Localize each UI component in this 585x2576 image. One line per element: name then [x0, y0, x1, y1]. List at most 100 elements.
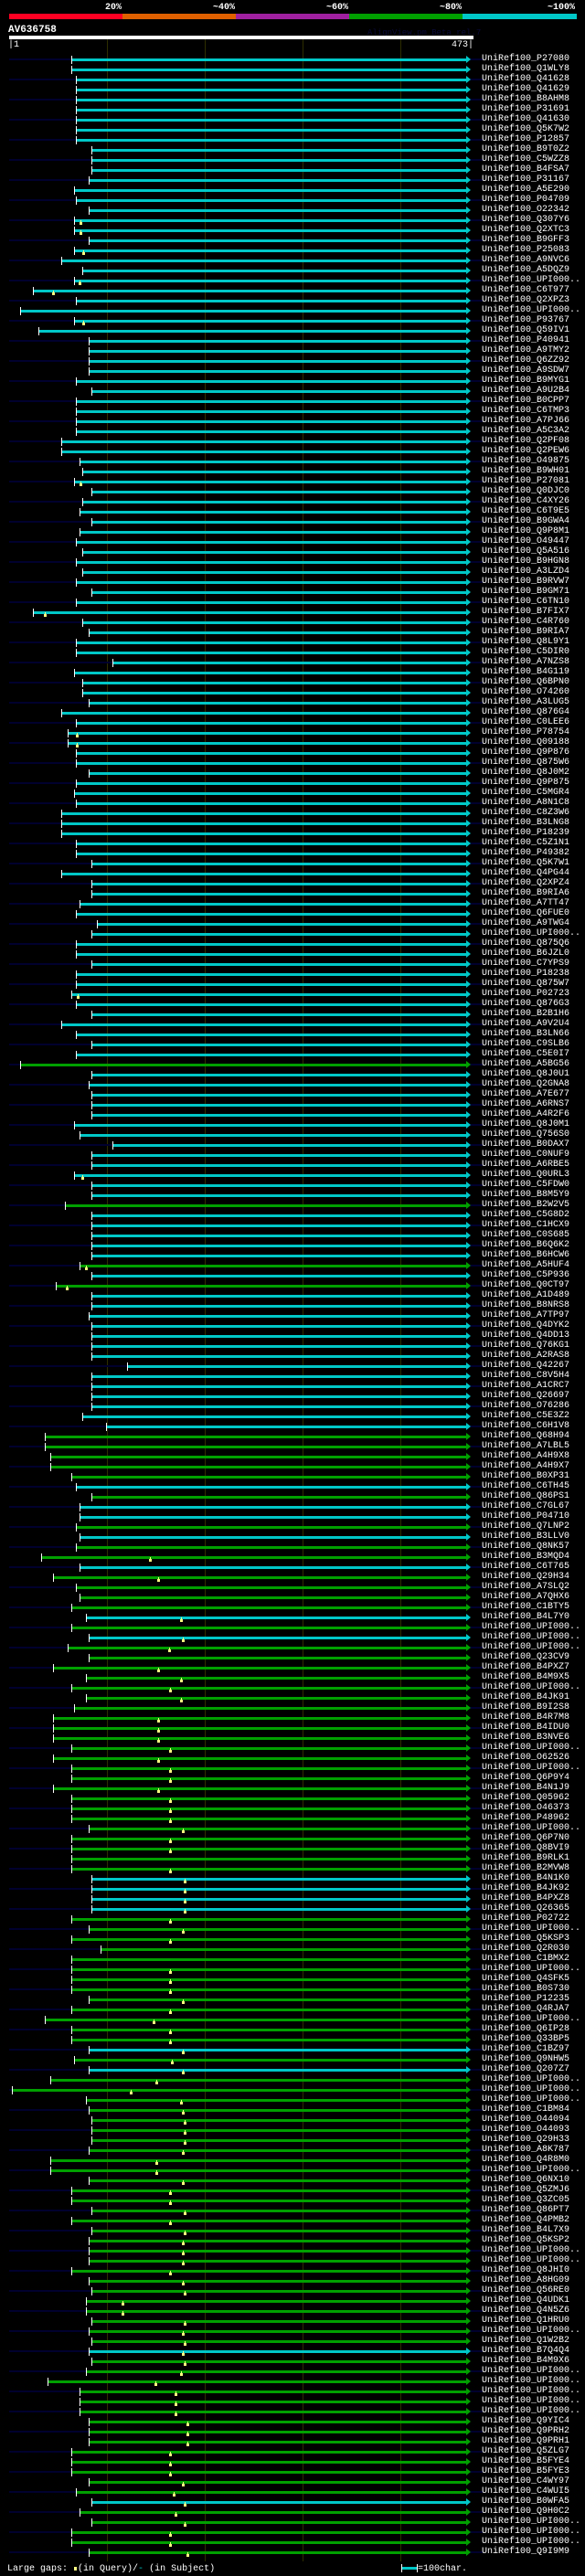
alignment-bar[interactable]	[75, 913, 466, 916]
hit-row[interactable]: UniRef100_P31167	[0, 175, 585, 186]
alignment-bar[interactable]	[70, 1988, 466, 1991]
hit-label[interactable]: UniRef100_C8V5H4	[482, 1371, 570, 1381]
hit-row[interactable]: UniRef100_C0LEE6	[0, 717, 585, 728]
hit-label[interactable]: UniRef100_B4M9X6	[482, 2356, 570, 2366]
hit-row[interactable]: UniRef100_B4M9X6	[0, 2356, 585, 2367]
alignment-bar[interactable]	[91, 1325, 466, 1328]
alignment-bar[interactable]	[70, 2039, 466, 2041]
alignment-bar[interactable]	[88, 2250, 466, 2253]
hit-label[interactable]: UniRef100_B9HGN8	[482, 557, 570, 567]
alignment-bar[interactable]	[91, 1295, 466, 1298]
hit-row[interactable]: UniRef100_Q8NK57	[0, 1542, 585, 1553]
alignment-bar[interactable]	[88, 340, 466, 343]
hit-label[interactable]: UniRef100_P18239	[482, 828, 570, 838]
hit-label[interactable]: UniRef100_Q29H33	[482, 2135, 570, 2145]
hit-row[interactable]: UniRef100_O76286	[0, 1401, 585, 1412]
hit-label[interactable]: UniRef100_Q2XPZ3	[482, 295, 570, 305]
hit-label[interactable]: UniRef100_Q2GNA8	[482, 1079, 570, 1089]
alignment-bar[interactable]	[60, 832, 466, 835]
hit-label[interactable]: UniRef100_Q68H94	[482, 1431, 570, 1441]
alignment-bar[interactable]	[75, 953, 466, 956]
hit-row[interactable]: UniRef100_A5BG56	[0, 1059, 585, 1070]
hit-row[interactable]: UniRef100_B8NRS8	[0, 1300, 585, 1311]
alignment-bar[interactable]	[12, 2089, 466, 2092]
hit-row[interactable]: UniRef100_C1BZ97	[0, 2044, 585, 2055]
alignment-bar[interactable]	[88, 1928, 466, 1931]
hit-row[interactable]: UniRef100_Q1WLY8	[0, 64, 585, 75]
hit-label[interactable]: UniRef100_UPI000..	[482, 1924, 581, 1934]
hit-label[interactable]: UniRef100_Q41630	[482, 114, 570, 124]
hit-row[interactable]: UniRef100_A9NVC6	[0, 255, 585, 266]
hit-label[interactable]: UniRef100_P04709	[482, 195, 570, 205]
hit-row[interactable]: UniRef100_Q0DJC0	[0, 486, 585, 497]
hit-row[interactable]: UniRef100_P02722	[0, 1913, 585, 1924]
hit-row[interactable]: UniRef100_Q5ZLG7	[0, 2446, 585, 2457]
hit-label[interactable]: UniRef100_C4R760	[482, 617, 570, 627]
hit-label[interactable]: UniRef100_O22342	[482, 205, 570, 215]
alignment-bar[interactable]	[75, 581, 466, 584]
hit-label[interactable]: UniRef100_UPI000..	[482, 2074, 581, 2084]
hit-row[interactable]: UniRef100_Q8JHI0	[0, 2265, 585, 2276]
alignment-bar[interactable]	[91, 883, 466, 885]
hit-label[interactable]: UniRef100_UPI000..	[482, 2084, 581, 2094]
hit-row[interactable]: UniRef100_Q29H34	[0, 1572, 585, 1583]
hit-label[interactable]: UniRef100_B8NRS8	[482, 1300, 570, 1310]
alignment-bar[interactable]	[60, 822, 466, 825]
hit-row[interactable]: UniRef100_O62526	[0, 1753, 585, 1764]
hit-row[interactable]: UniRef100_UPI000..	[0, 1622, 585, 1633]
hit-label[interactable]: UniRef100_Q2R030	[482, 1944, 570, 1954]
hit-row[interactable]: UniRef100_Q9P8M1	[0, 526, 585, 537]
hit-row[interactable]: UniRef100_Q9PRH1	[0, 2436, 585, 2447]
hit-label[interactable]: UniRef100_B3LLV0	[482, 1532, 570, 1542]
hit-label[interactable]: UniRef100_B3LN66	[482, 1029, 570, 1039]
alignment-bar[interactable]	[60, 260, 466, 262]
alignment-bar[interactable]	[91, 1275, 466, 1277]
hit-label[interactable]: UniRef100_O44094	[482, 2115, 570, 2125]
hit-row[interactable]: UniRef100_A5HUF4	[0, 1260, 585, 1271]
alignment-bar[interactable]	[75, 1054, 466, 1056]
hit-row[interactable]: UniRef100_UPI000..	[0, 2406, 585, 2417]
hit-label[interactable]: UniRef100_UPI000..	[482, 1642, 581, 1652]
hit-row[interactable]: UniRef100_B5FYE4	[0, 2456, 585, 2467]
alignment-bar[interactable]	[88, 1084, 466, 1087]
hit-label[interactable]: UniRef100_A6RBE5	[482, 1160, 570, 1170]
hit-label[interactable]: UniRef100_B4PXZ7	[482, 1662, 570, 1672]
alignment-bar[interactable]	[91, 2210, 466, 2212]
hit-row[interactable]: UniRef100_UPI000..	[0, 275, 585, 286]
alignment-bar[interactable]	[88, 2421, 466, 2423]
alignment-bar[interactable]	[80, 1566, 466, 1569]
hit-row[interactable]: UniRef100_C5E3Z2	[0, 1411, 585, 1422]
alignment-bar[interactable]	[82, 270, 466, 272]
alignment-bar[interactable]	[80, 1265, 466, 1267]
alignment-bar[interactable]	[88, 2240, 466, 2242]
alignment-bar[interactable]	[91, 591, 466, 594]
alignment-bar[interactable]	[68, 732, 466, 735]
alignment-bar[interactable]	[73, 249, 466, 252]
alignment-bar[interactable]	[80, 903, 466, 906]
hit-label[interactable]: UniRef100_C1HCX9	[482, 1220, 570, 1230]
hit-row[interactable]: UniRef100_C4R760	[0, 617, 585, 628]
alignment-bar[interactable]	[73, 320, 466, 323]
hit-label[interactable]: UniRef100_A7SLQ2	[482, 1582, 570, 1592]
hit-label[interactable]: UniRef100_B9RIA7	[482, 627, 570, 637]
hit-label[interactable]: UniRef100_B6JZL0	[482, 949, 570, 959]
alignment-bar[interactable]	[85, 2310, 466, 2313]
alignment-bar[interactable]	[91, 1878, 466, 1881]
alignment-bar[interactable]	[82, 1415, 466, 1418]
hit-label[interactable]: UniRef100_B2MVW8	[482, 1863, 570, 1873]
hit-row[interactable]: UniRef100_Q86PS1	[0, 1491, 585, 1502]
hit-row[interactable]: UniRef100_B3LLV0	[0, 1532, 585, 1542]
hit-label[interactable]: UniRef100_C4WY97	[482, 2476, 570, 2486]
alignment-bar[interactable]	[91, 1355, 466, 1358]
hit-label[interactable]: UniRef100_C6T9E5	[482, 506, 570, 516]
alignment-bar[interactable]	[91, 2290, 466, 2293]
alignment-bar[interactable]	[75, 973, 466, 976]
hit-label[interactable]: UniRef100_Q7LNP2	[482, 1521, 570, 1532]
hit-label[interactable]: UniRef100_Q5KSP2	[482, 2235, 570, 2245]
hit-row[interactable]: UniRef100_O44094	[0, 2115, 585, 2125]
hit-row[interactable]: UniRef100_Q9H0C2	[0, 2507, 585, 2518]
alignment-bar[interactable]	[88, 2280, 466, 2283]
hit-row[interactable]: UniRef100_B9MYG1	[0, 376, 585, 387]
alignment-bar[interactable]	[75, 99, 466, 101]
alignment-bar[interactable]	[85, 1697, 466, 1700]
